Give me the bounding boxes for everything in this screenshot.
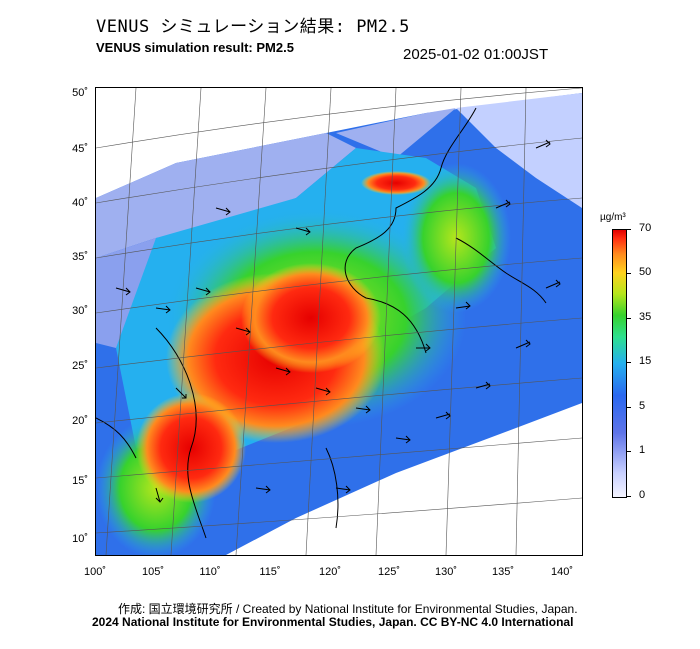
colorbar-label: 70	[639, 222, 652, 234]
lon-tick-label: 105˚	[141, 566, 165, 578]
lat-tick-label: 15˚	[72, 475, 88, 487]
lon-tick-label: 100˚	[83, 566, 107, 578]
colorbar-tick	[626, 407, 631, 408]
colorbar-tick	[626, 362, 631, 363]
colorbar-label: 1	[639, 444, 646, 456]
title-english: VENUS simulation result: PM2.5	[96, 40, 294, 55]
lat-tick-label: 40˚	[72, 197, 88, 209]
lon-tick-label: 140˚	[550, 566, 574, 578]
lon-tick-label: 135˚	[491, 566, 515, 578]
colorbar-label: 15	[639, 355, 652, 367]
colorbar-label: 5	[639, 400, 646, 412]
pm25-concentration-field	[96, 88, 582, 555]
colorbar-tick	[626, 273, 631, 274]
colorbar-tick	[626, 229, 631, 230]
lat-tick-label: 50˚	[72, 87, 88, 99]
lat-tick-label: 30˚	[72, 305, 88, 317]
lon-tick-label: 110˚	[199, 566, 221, 578]
copyright-line: 2024 National Institute for Environmenta…	[92, 615, 574, 629]
lon-tick-label: 115˚	[259, 566, 281, 578]
lat-tick-label: 35˚	[72, 251, 88, 263]
lat-tick-label: 45˚	[72, 143, 88, 155]
lat-tick-label: 25˚	[72, 360, 88, 372]
lon-tick-label: 125˚	[377, 566, 401, 578]
credit-line: 作成: 国立環境研究所 / Created by National Instit…	[118, 602, 578, 616]
colorbar-tick	[626, 496, 631, 497]
colorbar-tick	[626, 451, 631, 452]
colorbar-label: 0	[639, 489, 646, 501]
timestamp: 2025-01-02 01:00JST	[403, 46, 549, 63]
colorbar-label: 50	[639, 266, 652, 278]
colorbar-unit: µg/m³	[600, 212, 626, 223]
lat-tick-label: 10˚	[72, 533, 88, 545]
title-japanese: VENUS シミュレーション結果: PM2.5	[96, 17, 410, 37]
pm25-map	[95, 87, 583, 556]
lat-tick-label: 20˚	[72, 415, 88, 427]
colorbar	[612, 229, 627, 498]
lon-tick-label: 120˚	[318, 566, 342, 578]
colorbar-tick	[626, 318, 631, 319]
lon-tick-label: 130˚	[434, 566, 458, 578]
colorbar-label: 35	[639, 311, 652, 323]
